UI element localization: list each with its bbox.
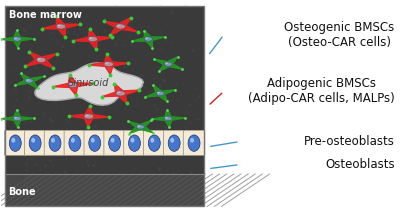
Ellipse shape xyxy=(69,135,81,151)
Ellipse shape xyxy=(165,117,168,119)
Ellipse shape xyxy=(145,37,148,39)
Ellipse shape xyxy=(9,135,21,151)
Polygon shape xyxy=(104,18,138,35)
Ellipse shape xyxy=(144,37,152,41)
Polygon shape xyxy=(152,110,185,127)
Polygon shape xyxy=(1,30,34,48)
Ellipse shape xyxy=(109,135,120,151)
Ellipse shape xyxy=(88,36,98,42)
Text: Pre-osteoblasts: Pre-osteoblasts xyxy=(304,135,395,148)
Bar xyxy=(5,6,204,206)
Ellipse shape xyxy=(36,57,46,63)
Ellipse shape xyxy=(13,37,21,41)
Polygon shape xyxy=(26,52,57,68)
Ellipse shape xyxy=(29,135,41,151)
Ellipse shape xyxy=(136,125,144,129)
Ellipse shape xyxy=(89,135,101,151)
Text: Osteogenic BMSCs
(Osteo-CAR cells): Osteogenic BMSCs (Osteo-CAR cells) xyxy=(284,21,395,49)
Ellipse shape xyxy=(68,82,78,88)
FancyBboxPatch shape xyxy=(183,130,205,155)
FancyBboxPatch shape xyxy=(164,130,185,155)
Ellipse shape xyxy=(150,138,154,143)
Ellipse shape xyxy=(190,138,194,143)
Ellipse shape xyxy=(117,25,120,26)
Polygon shape xyxy=(89,54,128,75)
Text: Osteoblasts: Osteoblasts xyxy=(325,158,395,171)
Bar xyxy=(5,174,204,206)
Polygon shape xyxy=(0,110,34,127)
Ellipse shape xyxy=(148,135,160,151)
Ellipse shape xyxy=(130,138,134,143)
Ellipse shape xyxy=(156,91,164,96)
Polygon shape xyxy=(73,29,112,49)
Ellipse shape xyxy=(165,63,168,64)
Ellipse shape xyxy=(85,114,88,116)
Ellipse shape xyxy=(57,25,61,26)
Text: Adipogenic BMSCs
(Adipo-CAR cells, MALPs): Adipogenic BMSCs (Adipo-CAR cells, MALPs… xyxy=(248,77,395,105)
FancyBboxPatch shape xyxy=(64,130,86,155)
Ellipse shape xyxy=(104,62,114,67)
Polygon shape xyxy=(35,63,144,105)
Polygon shape xyxy=(128,120,153,134)
FancyBboxPatch shape xyxy=(84,130,106,155)
Ellipse shape xyxy=(84,114,94,119)
Ellipse shape xyxy=(170,138,174,143)
Bar xyxy=(5,6,204,174)
Polygon shape xyxy=(69,106,109,127)
Ellipse shape xyxy=(69,83,73,85)
Ellipse shape xyxy=(26,79,29,81)
Ellipse shape xyxy=(71,138,75,143)
Ellipse shape xyxy=(14,37,17,39)
FancyBboxPatch shape xyxy=(4,130,26,155)
Polygon shape xyxy=(15,73,44,88)
Ellipse shape xyxy=(116,91,125,96)
Ellipse shape xyxy=(188,135,200,151)
FancyBboxPatch shape xyxy=(144,130,165,155)
FancyBboxPatch shape xyxy=(124,130,145,155)
Ellipse shape xyxy=(13,116,21,121)
Ellipse shape xyxy=(137,125,140,127)
Polygon shape xyxy=(42,16,80,37)
Text: Bone: Bone xyxy=(8,187,36,197)
Ellipse shape xyxy=(51,138,55,143)
Polygon shape xyxy=(132,31,164,47)
Text: Bone marrow: Bone marrow xyxy=(8,10,82,20)
Ellipse shape xyxy=(14,117,17,119)
Polygon shape xyxy=(53,75,92,95)
Polygon shape xyxy=(102,84,140,103)
FancyBboxPatch shape xyxy=(24,130,46,155)
Ellipse shape xyxy=(111,138,114,143)
Ellipse shape xyxy=(128,135,140,151)
Ellipse shape xyxy=(31,138,35,143)
Ellipse shape xyxy=(105,62,108,64)
Ellipse shape xyxy=(49,135,61,151)
Ellipse shape xyxy=(56,24,66,29)
Ellipse shape xyxy=(164,116,172,121)
Polygon shape xyxy=(154,57,182,71)
Ellipse shape xyxy=(37,58,41,60)
FancyBboxPatch shape xyxy=(44,130,66,155)
Bar xyxy=(5,130,204,155)
Polygon shape xyxy=(145,85,176,102)
FancyBboxPatch shape xyxy=(104,130,125,155)
Text: Sinusoid: Sinusoid xyxy=(68,78,110,88)
Ellipse shape xyxy=(164,62,172,66)
Ellipse shape xyxy=(117,91,120,93)
Ellipse shape xyxy=(116,24,125,29)
Ellipse shape xyxy=(168,135,180,151)
Ellipse shape xyxy=(89,37,92,39)
Ellipse shape xyxy=(11,138,15,143)
Ellipse shape xyxy=(91,138,95,143)
Ellipse shape xyxy=(157,92,160,93)
Ellipse shape xyxy=(25,79,33,83)
